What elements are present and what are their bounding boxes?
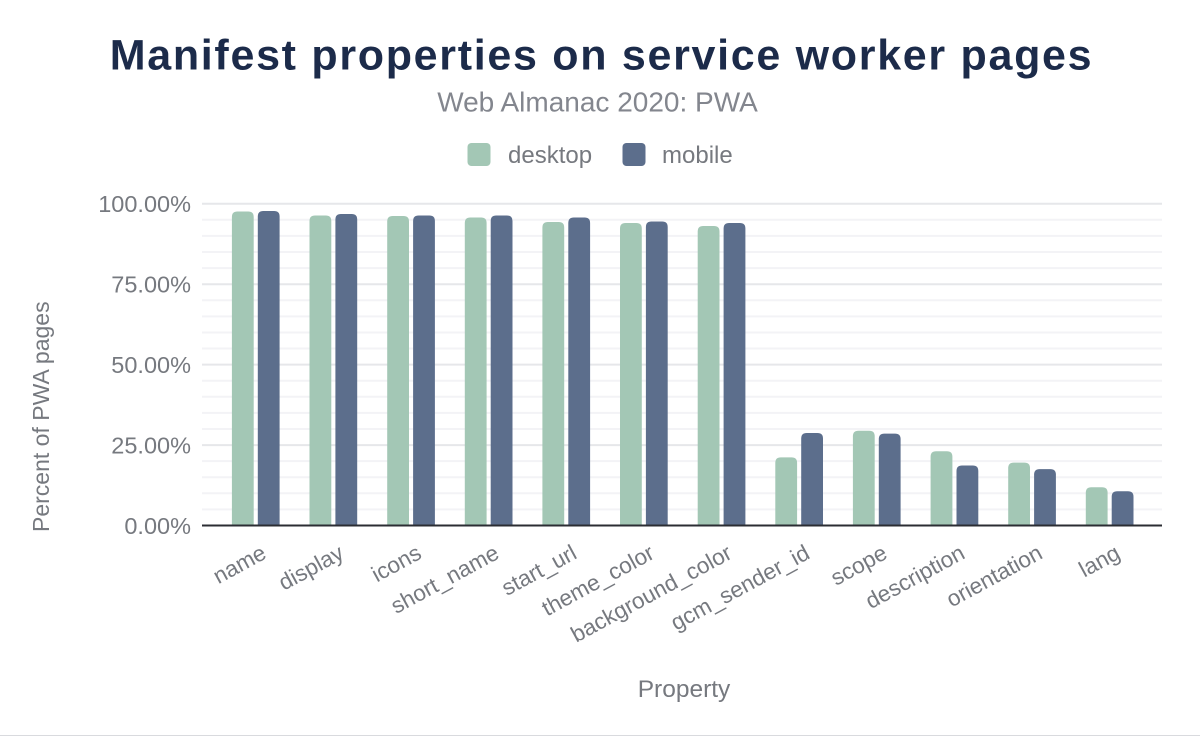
svg-text:Property: Property (638, 676, 731, 703)
svg-text:50.00%: 50.00% (111, 352, 191, 378)
svg-text:Manifest properties on service: Manifest properties on service worker pa… (110, 32, 1094, 80)
svg-text:Web Almanac 2020: PWA: Web Almanac 2020: PWA (437, 87, 758, 118)
svg-text:25.00%: 25.00% (111, 432, 191, 458)
svg-text:0.00%: 0.00% (124, 513, 191, 539)
svg-text:Percent of PWA pages: Percent of PWA pages (28, 301, 54, 532)
svg-text:75.00%: 75.00% (111, 272, 191, 298)
svg-text:mobile: mobile (662, 142, 733, 169)
svg-text:desktop: desktop (508, 142, 592, 169)
svg-text:100.00%: 100.00% (98, 191, 191, 217)
